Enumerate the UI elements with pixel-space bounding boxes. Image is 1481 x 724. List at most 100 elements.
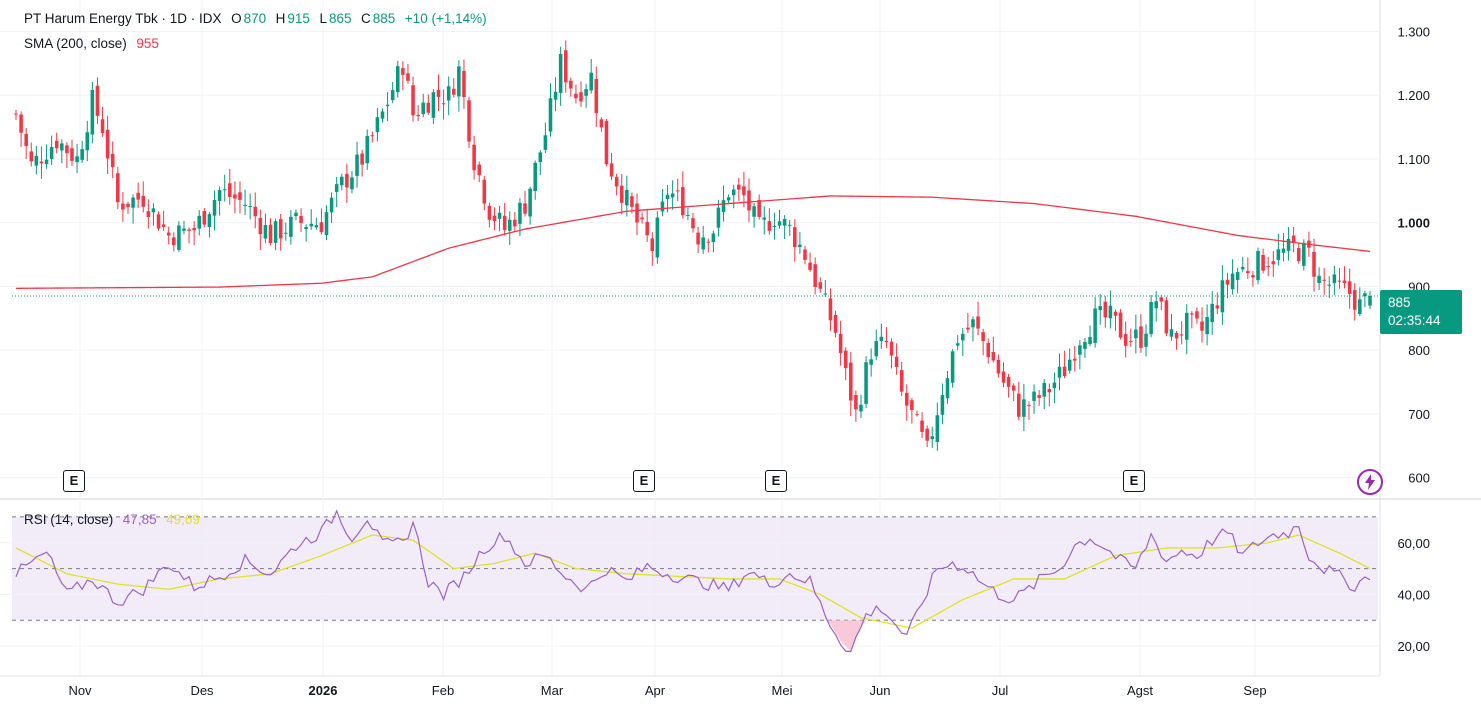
earnings-badge[interactable]: E (1123, 470, 1145, 492)
candle-body (1322, 279, 1326, 281)
candle-body (1037, 395, 1041, 398)
candle-body (1296, 248, 1301, 262)
candle-body (920, 420, 924, 432)
candle-body (146, 211, 151, 217)
candle-body (294, 212, 298, 216)
candle-body (212, 200, 217, 216)
candle-body (141, 195, 146, 207)
candle-body (1169, 329, 1174, 337)
candle-body (833, 314, 838, 333)
rsi-label: RSI (14, close) (24, 512, 114, 527)
candle-body (1139, 326, 1143, 348)
candle-body (986, 343, 991, 358)
candle-body (681, 187, 685, 216)
candle-body (849, 362, 853, 401)
candle-body (1093, 308, 1097, 343)
candle-body (879, 336, 884, 342)
candle-body (289, 216, 293, 237)
candle-body (248, 206, 252, 208)
candle-body (589, 72, 593, 91)
candle-body (151, 208, 156, 213)
candle-body (395, 66, 400, 93)
candle-body (370, 135, 375, 137)
candle-body (910, 400, 914, 411)
x-tick-label: Mar (541, 683, 564, 698)
candle-body (1276, 249, 1281, 261)
candle-body (1088, 337, 1092, 345)
candle-body (1358, 299, 1362, 314)
candle-body (182, 228, 186, 231)
candle-body (782, 218, 787, 226)
candle-body (1352, 290, 1357, 310)
candle-body (1159, 297, 1164, 302)
candle-body (54, 140, 59, 149)
candle-body (772, 226, 777, 228)
candle-body (553, 91, 558, 100)
candle-body (238, 192, 242, 200)
earnings-badge[interactable]: E (633, 470, 655, 492)
candle-body (105, 129, 110, 159)
candle-body (533, 162, 537, 191)
candle-body (945, 378, 950, 399)
candle-body (874, 341, 879, 357)
x-tick-label: Feb (432, 683, 454, 698)
candle-body (1327, 284, 1332, 286)
candle-body (961, 333, 965, 341)
candle-body (619, 185, 624, 203)
x-tick-label: Sep (1243, 683, 1266, 698)
candle-body (1368, 295, 1372, 306)
bar-countdown: 02:35:44 (1388, 313, 1441, 328)
candle-body (711, 233, 716, 243)
candle-body (100, 119, 105, 134)
candle-body (1337, 280, 1342, 282)
candle-body (706, 241, 711, 243)
candle-body (1302, 242, 1306, 266)
candle-body (808, 262, 812, 270)
y-tick-label: 1.300 (1397, 24, 1430, 39)
candle-body (996, 359, 1001, 374)
candle-body (869, 359, 873, 365)
rsi-legend[interactable]: RSI (14, close) 47,85 49,69 (24, 512, 202, 527)
candle-body (1098, 306, 1102, 311)
candle-body (1006, 377, 1011, 387)
candle-body (528, 188, 532, 217)
candle-body (263, 225, 268, 239)
candle-body (884, 340, 889, 343)
candle-body (477, 164, 481, 176)
candle-body (253, 206, 258, 217)
candle-body (365, 136, 370, 164)
candle-body (940, 395, 945, 415)
candle-body (1103, 301, 1108, 318)
sma-legend[interactable]: SMA (200, close) 955 (24, 36, 161, 51)
candle-body (136, 192, 140, 200)
candle-body (991, 352, 996, 361)
candle-body (594, 78, 599, 114)
y-tick-label: 1.100 (1397, 152, 1430, 167)
candle-body (24, 133, 28, 147)
candle-body (278, 219, 283, 239)
candle-body (737, 184, 741, 190)
candle-body (177, 225, 181, 250)
candle-body (1078, 345, 1082, 355)
candle-body (360, 153, 364, 165)
candle-body (65, 145, 69, 154)
candle-body (930, 436, 935, 440)
candle-body (854, 395, 858, 410)
earnings-badge[interactable]: E (63, 470, 85, 492)
candle-body (1123, 334, 1128, 346)
candle-body (304, 227, 308, 230)
candle-body (1067, 359, 1072, 371)
lightning-icon[interactable] (1356, 468, 1384, 496)
candle-body (1347, 281, 1352, 294)
candle-body (207, 214, 212, 228)
candle-body (966, 327, 970, 330)
candle-body (976, 316, 980, 329)
candle-body (172, 237, 176, 246)
candle-body (1205, 317, 1209, 335)
candle-body (1281, 248, 1286, 253)
candle-body (243, 205, 247, 207)
earnings-badge[interactable]: E (765, 470, 787, 492)
candle-body (487, 205, 492, 220)
candle-body (502, 215, 507, 230)
